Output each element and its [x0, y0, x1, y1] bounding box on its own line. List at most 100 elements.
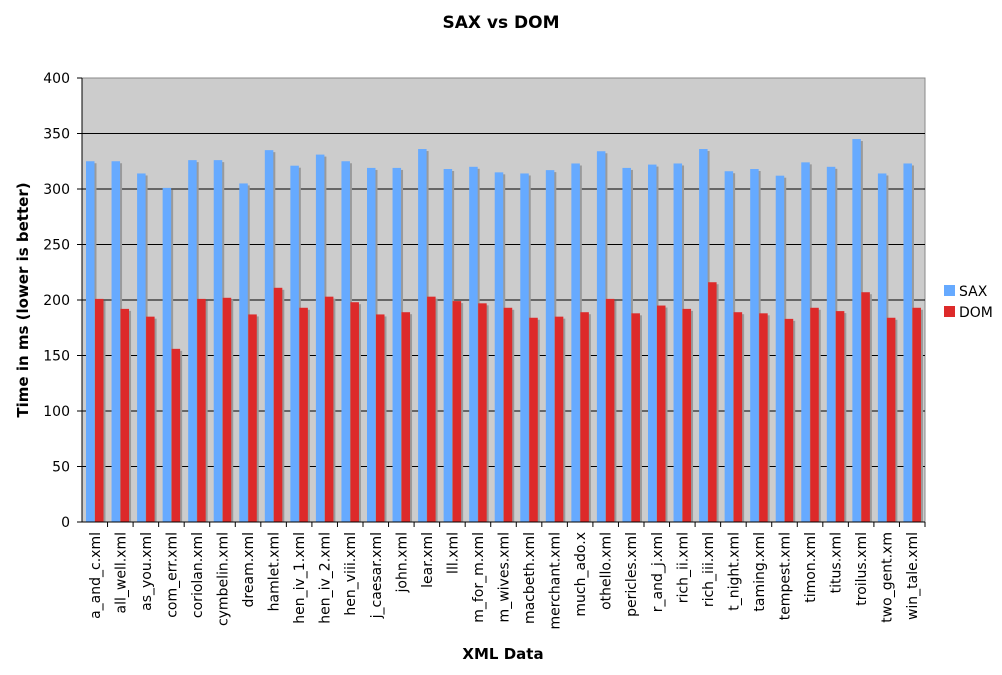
bar-dom	[350, 302, 359, 522]
bar-sax	[571, 163, 580, 522]
bar-dom	[427, 296, 436, 522]
bar-dom	[376, 314, 385, 522]
x-tick-label: r_and_j.xml	[650, 532, 666, 612]
bar-dom	[861, 292, 870, 522]
bar-dom	[580, 312, 589, 522]
x-tick-label: dream.xml	[241, 532, 257, 607]
bar-dom	[682, 308, 692, 522]
bar-sax	[673, 163, 683, 522]
x-tick-label: much_ado.x	[573, 532, 589, 617]
bar-dom	[248, 314, 257, 522]
x-tick-label: t_night.xml	[726, 532, 742, 611]
bar-sax	[801, 162, 810, 523]
y-tick-label: 300	[43, 182, 70, 198]
bar-dom	[478, 303, 487, 522]
x-tick-label: m_for_m.xml	[471, 532, 487, 623]
x-tick-label: hen_iv_1.xml	[292, 532, 308, 624]
bar-dom	[759, 313, 768, 522]
bar-dom	[503, 307, 513, 522]
bar-dom	[197, 298, 206, 522]
y-tick-label: 100	[43, 404, 70, 420]
legend: SAX DOM	[944, 284, 993, 321]
bar-sax	[494, 172, 504, 522]
bar-sax	[315, 154, 325, 522]
bar-sax	[699, 149, 708, 523]
bar-sax	[341, 161, 350, 522]
bar-dom	[835, 311, 845, 522]
bar-sax	[903, 163, 912, 522]
bar-sax	[443, 169, 453, 522]
x-tick-label: two_gent.xm	[880, 532, 896, 623]
x-tick-label: othello.xml	[599, 532, 615, 610]
bar-sax	[622, 167, 631, 522]
y-tick-label: 250	[43, 238, 70, 254]
bar-sax	[418, 149, 427, 523]
x-tick-label: hen_viii.xml	[343, 532, 359, 616]
bar-sax	[826, 166, 836, 523]
bar-dom	[784, 318, 794, 522]
x-tick-label: lear.xml	[420, 532, 436, 588]
x-tick-label: timon.xml	[803, 532, 819, 603]
bar-sax	[188, 160, 197, 522]
x-tick-label: john.xml	[394, 532, 410, 593]
legend-swatch	[944, 306, 955, 317]
bar-sax	[213, 160, 223, 522]
legend-label: SAX	[959, 284, 988, 300]
bar-sax	[545, 170, 555, 522]
bar-dom	[554, 316, 564, 522]
bar-sax	[290, 165, 299, 522]
x-tick-label: cymbelin.xml	[216, 532, 232, 626]
y-tick-label: 50	[52, 460, 70, 476]
bar-dom	[912, 307, 921, 522]
x-tick-label: titus.xml	[829, 532, 845, 593]
bar-sax	[162, 187, 172, 522]
x-tick-label: troilus.xml	[854, 532, 870, 606]
bar-dom	[631, 313, 640, 522]
x-tick-label: macbeth.xml	[522, 532, 538, 624]
bar-sax	[596, 151, 606, 522]
bar-sax	[520, 173, 529, 522]
bar-sax	[137, 173, 146, 522]
bar-sax	[775, 175, 785, 522]
x-tick-label: all_well.xml	[113, 532, 129, 613]
x-tick-label: hamlet.xml	[267, 532, 283, 611]
bar-sax	[111, 161, 121, 522]
x-tick-label: com_err.xml	[164, 532, 180, 618]
bar-sax	[648, 164, 657, 522]
bar-dom	[605, 298, 615, 522]
bar-dom	[324, 296, 334, 522]
bar-dom	[733, 312, 743, 522]
bar-dom	[95, 298, 104, 522]
bar-dom	[146, 316, 155, 522]
x-tick-label: win_tale.xml	[905, 532, 921, 620]
bar-dom	[708, 282, 717, 522]
x-tick-label: m_wives.xml	[497, 532, 513, 622]
bar-dom	[657, 305, 666, 522]
x-tick-label: j_caesar.xml	[369, 532, 385, 619]
y-tick-label: 350	[43, 127, 70, 143]
y-tick-label: 400	[43, 71, 70, 87]
bar-dom	[529, 317, 538, 522]
bar-sax	[86, 161, 95, 522]
bar-sax	[852, 139, 861, 523]
y-axis-ticks: 0 50 100 150 200 250 300 350 400	[43, 71, 82, 531]
chart-title: SAX vs DOM	[442, 13, 559, 33]
x-tick-label: rich_iii.xml	[701, 532, 717, 607]
bar-sax	[877, 173, 887, 522]
bar-dom	[810, 307, 819, 522]
legend-swatch	[944, 285, 955, 296]
x-axis-ticks: a_and_c.xml all_well.xml as_you.xml com_err…	[88, 522, 926, 629]
x-tick-label: rich_ii.xml	[675, 532, 691, 603]
y-axis-label: Time in ms (lower is better)	[14, 182, 32, 417]
bar-sax	[264, 150, 274, 522]
bar-dom	[401, 312, 411, 522]
bar-sax	[239, 183, 248, 522]
bar-dom	[273, 287, 283, 522]
bar-dom	[120, 308, 130, 522]
bar-sax	[367, 167, 376, 522]
y-tick-label: 150	[43, 349, 70, 365]
x-tick-label: taming.xml	[752, 532, 768, 612]
bar-dom	[299, 307, 308, 522]
bar-sax	[469, 166, 478, 523]
bar-sax	[750, 169, 759, 522]
